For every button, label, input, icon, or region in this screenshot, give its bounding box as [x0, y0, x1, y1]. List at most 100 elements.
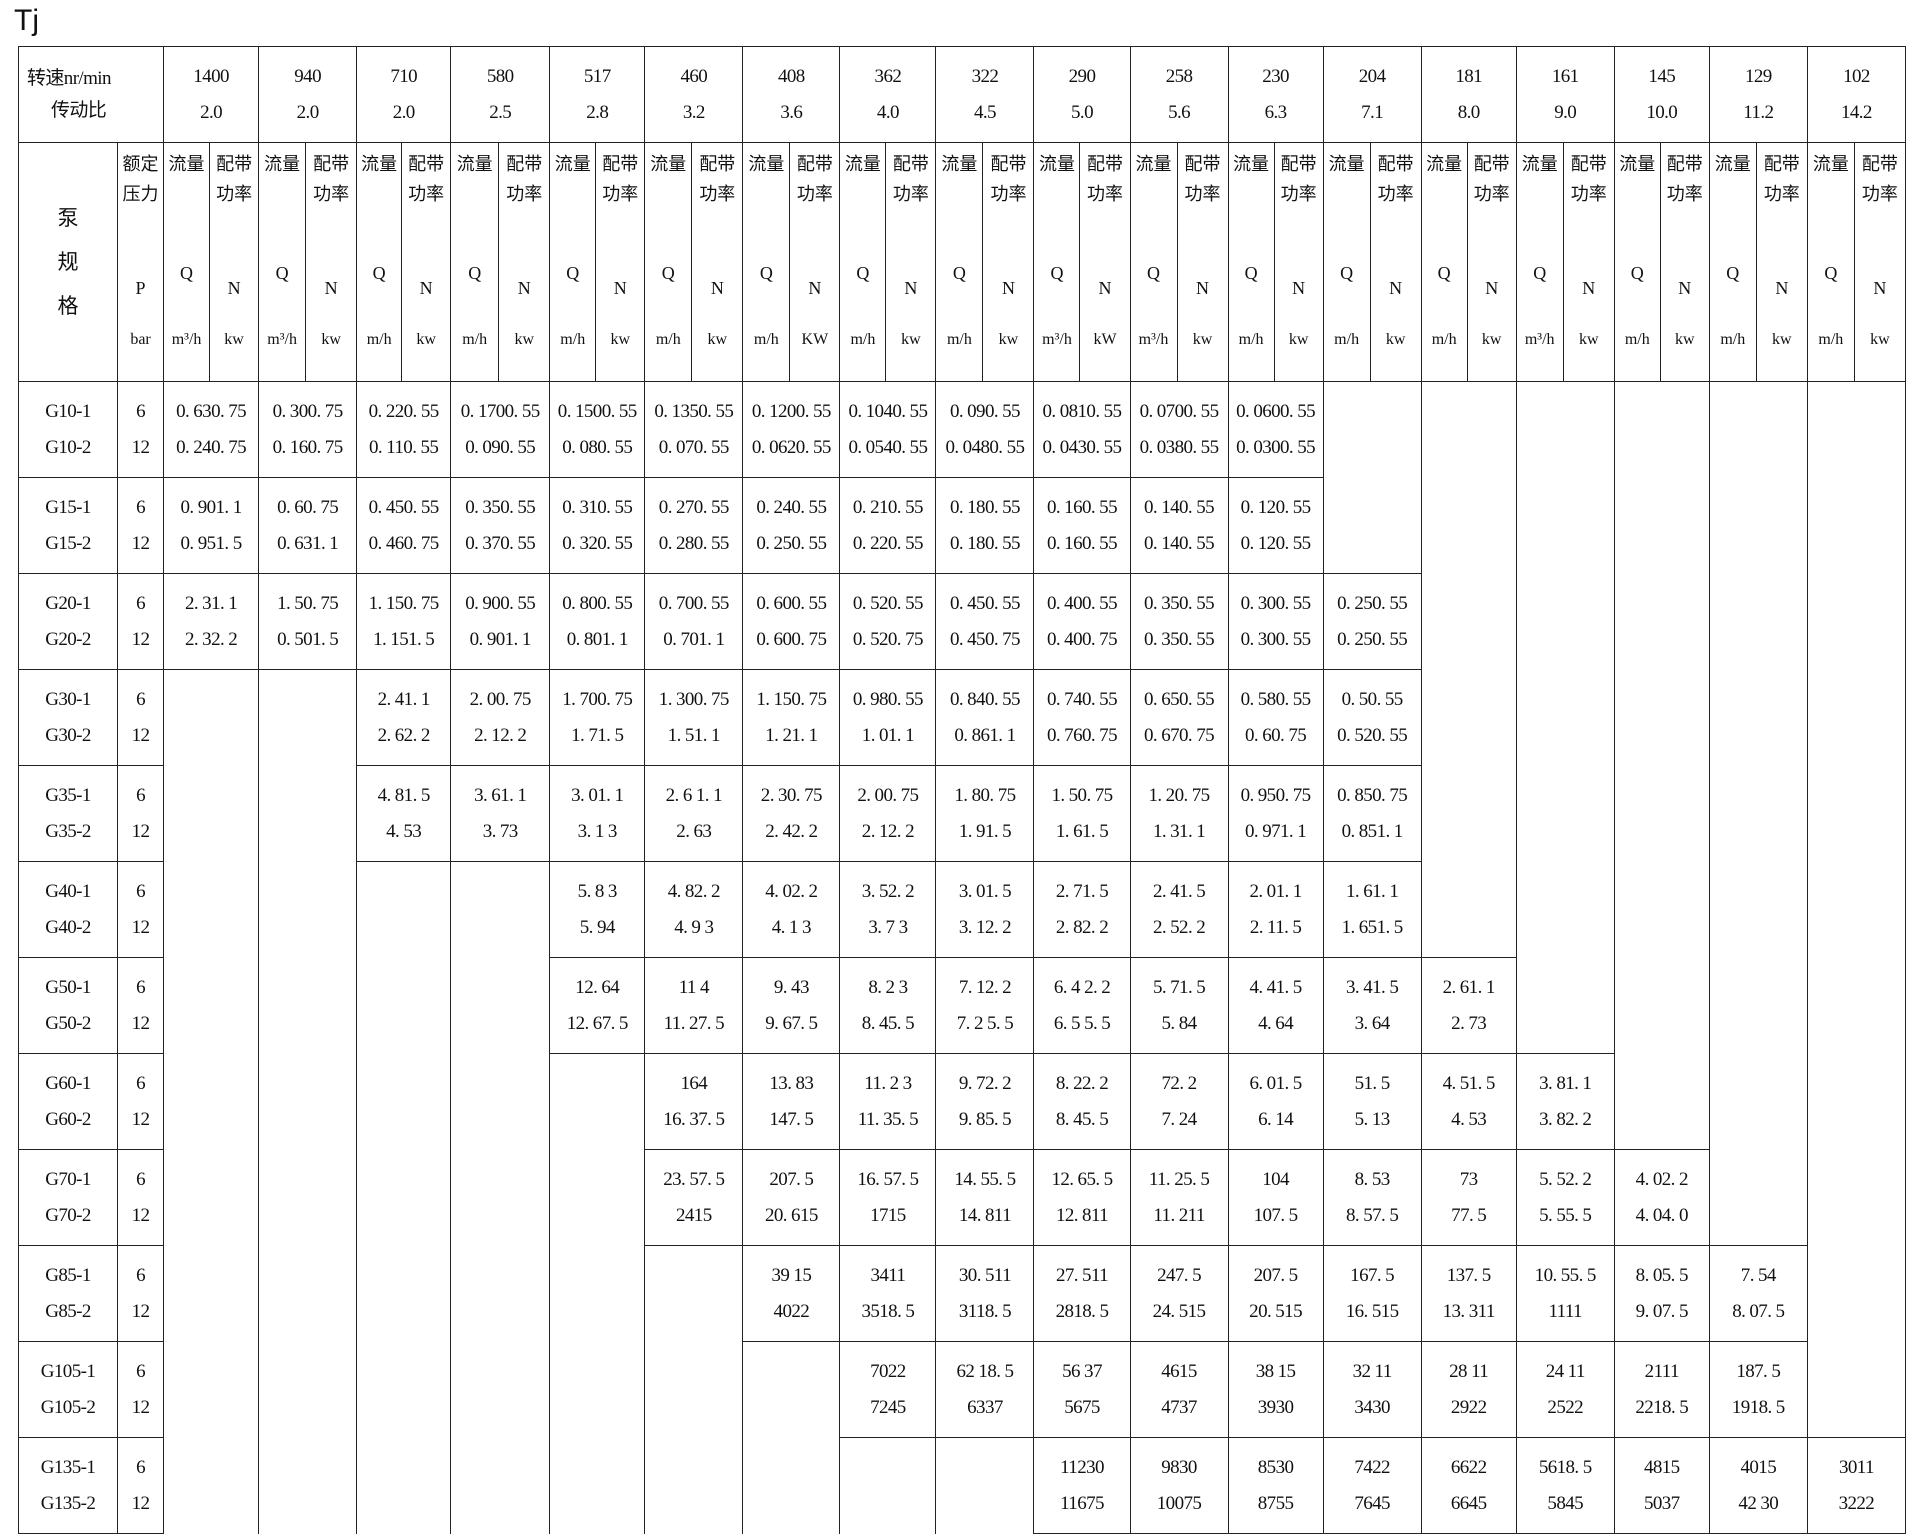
flow-label: 流量: [361, 154, 398, 174]
pressure-value: 12: [131, 916, 150, 938]
power-unit: kw: [1192, 331, 1213, 348]
flow-power-value: 1. 61. 5: [1055, 820, 1109, 842]
flow-power-cell: 1. 150. 75 1. 21. 1: [742, 669, 841, 766]
empty-cell: [1613, 1053, 1710, 1150]
flow-power-cell: 6. 4 2. 2 6. 5 5. 5: [1033, 957, 1131, 1054]
flow-power-value: 0. 700. 55: [658, 592, 730, 614]
flow-power-value: 1918. 5: [1731, 1396, 1785, 1418]
flow-power-value: 3. 64: [1354, 1012, 1391, 1034]
flow-power-value: 6. 14: [1258, 1108, 1294, 1130]
flow-power-value: 0. 350. 55: [465, 496, 536, 518]
power-label: 配带功率: [699, 154, 736, 204]
empty-cell: [1515, 957, 1615, 1054]
flow-power-cell: 207. 5 20. 515: [1227, 1245, 1324, 1342]
power-label: 配带功率: [506, 154, 543, 204]
pressure-header: 额定压力 P bar: [117, 142, 165, 382]
flow-power-cell: 0. 980. 55 1. 01. 1: [839, 669, 937, 766]
pump-model-cell: G10-1 G10-2: [17, 381, 119, 478]
drive-ratio: 2.8: [586, 101, 609, 123]
flow-power-value: 187. 5: [1736, 1360, 1781, 1382]
spec-header: 泵 规 格: [17, 142, 119, 382]
power-label: 配带功率: [1763, 154, 1800, 204]
flow-power-cell: 164 16. 37. 5: [644, 1053, 744, 1150]
flow-power-value: 4. 51. 5: [1442, 1072, 1496, 1094]
empty-cell: [549, 1437, 646, 1534]
flow-power-value: 2522: [1547, 1396, 1584, 1418]
speed-column-header: 362 4.0: [839, 46, 937, 143]
speed-column-header: 258 5.6: [1129, 46, 1229, 143]
flow-label: 流量: [1714, 154, 1751, 174]
flow-power-cell: 73 77. 5: [1420, 1149, 1517, 1246]
flow-power-value: 2415: [676, 1204, 712, 1226]
flow-power-cell: 0. 1040. 55 0. 0540. 55: [839, 381, 937, 478]
drive-ratio: 14.2: [1840, 101, 1872, 123]
power-unit: kw: [514, 331, 534, 348]
flow-power-value: 0. 210. 55: [852, 496, 924, 518]
speed-column-header: 102 14.2: [1806, 46, 1907, 143]
table-row: G30-1 G30-2 6 12 2. 41. 1 2. 62. 2 2. 00. 75 2.…: [17, 669, 1907, 766]
flow-power-cell: 0. 120. 55 0. 120. 55: [1227, 477, 1324, 574]
flow-power-cell: 0. 310. 55 0. 320. 55: [549, 477, 646, 574]
flow-power-value: 4. 1 3: [771, 916, 812, 938]
empty-cell: [356, 1245, 452, 1342]
pressure-value: 12: [131, 1108, 150, 1130]
flow-power-cell: 8. 2 3 8. 45. 5: [839, 957, 937, 1054]
flow-power-value: 3. 1 3: [577, 820, 618, 842]
flow-power-value: 4022: [773, 1300, 810, 1322]
flow-power-value: 7422: [1354, 1456, 1390, 1478]
flow-power-cell: 1. 150. 75 1. 151. 5: [356, 573, 452, 670]
flow-power-value: 3430: [1354, 1396, 1390, 1418]
pressure-cell: 6 12: [117, 1149, 165, 1246]
flow-power-cell: 51. 5 5. 13: [1322, 1053, 1422, 1150]
flow-power-cell: 0. 210. 55 0. 220. 55: [839, 477, 937, 574]
pressure-value: 12: [131, 724, 150, 746]
flow-power-value: 0. 270. 55: [658, 496, 730, 518]
flow-power-value: 3. 52. 2: [861, 880, 915, 902]
flow-label: 流量: [1328, 154, 1365, 174]
pump-model: G10-1: [45, 400, 91, 422]
empty-cell: [549, 1245, 646, 1342]
flow-power-value: 4. 53: [386, 820, 422, 842]
power-symbol: N: [613, 277, 627, 298]
flow-power-cell: 11 4 11. 27. 5: [644, 957, 744, 1054]
table-row: G135-1 G135-2 6 12 11230 11675 9830 10075 8530 87…: [17, 1437, 1907, 1534]
pump-model-cell: G105-1 G105-2: [17, 1341, 119, 1438]
empty-cell: [1806, 669, 1907, 766]
power-label: 配带功率: [1087, 154, 1123, 204]
flow-power-value: 3411: [870, 1264, 906, 1286]
speed-column-header: 230 6.3: [1227, 46, 1324, 143]
pressure-cell: 6 12: [117, 381, 165, 478]
empty-cell: [450, 1149, 551, 1246]
flow-power-value: 0. 310. 55: [562, 496, 633, 518]
flow-power-value: 11 4: [678, 976, 710, 998]
flow-power-value: 0. 160. 75: [272, 436, 344, 458]
flow-power-cell: 207. 5 20. 615: [742, 1149, 841, 1246]
empty-cell: [1613, 957, 1710, 1054]
flow-power-value: 3518. 5: [861, 1300, 915, 1322]
flow-power-cell: 11. 25. 5 11. 211: [1129, 1149, 1229, 1246]
drive-ratio: 2.0: [200, 101, 223, 123]
pump-model-cell: G50-1 G50-2: [17, 957, 119, 1054]
flow-power-value: 2. 41. 5: [1152, 880, 1206, 902]
flow-unit: m/h: [946, 331, 972, 348]
flow-power-value: 0. 400. 55: [1046, 592, 1118, 614]
empty-cell: [163, 1053, 260, 1150]
pump-model: G20-2: [45, 628, 91, 650]
flow-symbol: Q: [1050, 262, 1064, 283]
flow-power-cell: 0. 740. 55 0. 760. 75: [1033, 669, 1131, 766]
flow-power-cell: 0. 50. 55 0. 520. 55: [1322, 669, 1422, 766]
empty-cell: [1708, 957, 1808, 1054]
flow-power-value: 147. 5: [769, 1108, 814, 1130]
flow-power-cell: 16. 57. 5 1715: [839, 1149, 937, 1246]
flow-power-value: 9. 07. 5: [1635, 1300, 1689, 1322]
power-symbol: N: [1873, 277, 1887, 298]
flow-power-value: 8. 45. 5: [861, 1012, 915, 1034]
flow-unit: m/h: [1720, 331, 1746, 348]
